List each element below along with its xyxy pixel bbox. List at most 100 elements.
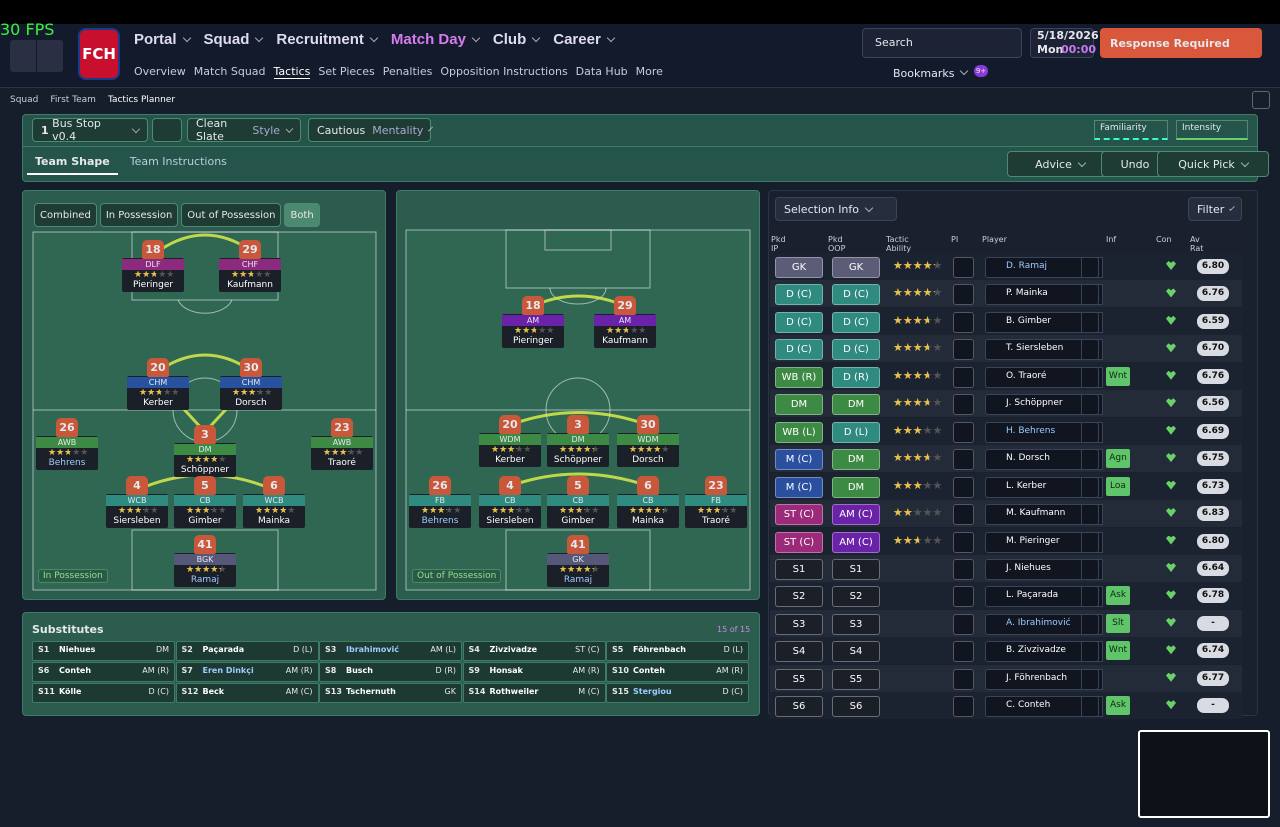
pkd-oop[interactable]: S2 — [832, 586, 880, 608]
player-dropdown[interactable] — [1081, 284, 1099, 306]
pkd-ip[interactable]: ST (C) — [775, 504, 823, 526]
player-select[interactable]: J. Schöppner — [985, 394, 1103, 416]
player-select[interactable]: L. Paçarada — [985, 586, 1103, 608]
club-logo[interactable]: FCH — [78, 28, 120, 80]
sub-row[interactable]: S3 Ibrahimović AM (L) — [319, 641, 462, 661]
table-row[interactable]: D (C) D (C) B. Gimber 6.59 — [770, 307, 1242, 335]
pkd-ip[interactable]: D (C) — [775, 284, 823, 306]
pkd-oop[interactable]: D (L) — [832, 421, 880, 443]
pi-button[interactable] — [953, 613, 974, 635]
player-dropdown[interactable] — [1081, 449, 1099, 471]
sub-row[interactable]: S8 Busch D (R) — [319, 662, 462, 682]
pkd-ip[interactable]: S3 — [775, 613, 823, 635]
tab[interactable]: Team Instructions — [129, 155, 227, 168]
pkd-oop[interactable]: D (C) — [832, 284, 880, 306]
player-dropdown[interactable] — [1081, 558, 1099, 580]
pkd-ip[interactable]: S1 — [775, 558, 823, 580]
table-row[interactable]: WB (L) D (L) H. Behrens 6.69 — [770, 417, 1242, 445]
player-dropdown[interactable] — [1081, 504, 1099, 526]
pkd-ip[interactable]: S4 — [775, 641, 823, 663]
table-row[interactable]: S6 S6 C. Conteh Ask - — [770, 692, 1242, 720]
sub-row[interactable]: S9 Honsak AM (R) — [462, 662, 606, 682]
pkd-oop[interactable]: S3 — [832, 613, 880, 635]
nav-item[interactable]: Career — [553, 31, 614, 48]
subnav-item[interactable]: Data Hub — [575, 65, 628, 78]
action-button[interactable]: Quick Pick — [1157, 151, 1269, 177]
player-dropdown[interactable] — [1081, 531, 1099, 553]
pkd-oop[interactable]: DM — [832, 449, 880, 471]
pi-button[interactable] — [953, 641, 974, 663]
table-row[interactable]: DM DM J. Schöppner 6.56 — [770, 390, 1242, 418]
player-chip[interactable]: 3DM Schöppner — [547, 415, 609, 467]
player-dropdown[interactable] — [1081, 421, 1099, 443]
table-row[interactable]: ST (C) AM (C) M. Pieringer 6.80 — [770, 527, 1242, 555]
player-dropdown[interactable] — [1081, 366, 1099, 388]
player-select[interactable]: N. Dorsch — [985, 449, 1103, 471]
player-select[interactable]: M. Kaufmann — [985, 504, 1103, 526]
pkd-oop[interactable]: D (R) — [832, 366, 880, 388]
pi-button[interactable] — [953, 586, 974, 608]
player-dropdown[interactable] — [1081, 613, 1099, 635]
pi-button[interactable] — [953, 421, 974, 443]
table-row[interactable]: S5 S5 J. Föhrenbach 6.77 — [770, 664, 1242, 692]
player-select[interactable]: P. Mainka — [985, 284, 1103, 306]
nav-item[interactable]: Match Day — [391, 31, 479, 48]
pkd-ip[interactable]: GK — [775, 257, 823, 278]
pkd-oop[interactable]: AM (C) — [832, 531, 880, 553]
shape-filter[interactable]: Out of Possession — [181, 203, 282, 227]
crumb[interactable]: Squad — [10, 95, 39, 105]
pi-button[interactable] — [953, 366, 974, 388]
player-select[interactable]: T. Siersleben — [985, 339, 1103, 361]
pkd-oop[interactable]: D (C) — [832, 339, 880, 361]
subnav-item[interactable]: Opposition Instructions — [440, 65, 568, 78]
subnav-item[interactable]: More — [635, 65, 663, 78]
mentality-select[interactable]: Cautious Mentality — [308, 118, 431, 142]
sub-row[interactable]: S1 Niehues DM — [32, 641, 175, 661]
subnav-item[interactable]: Tactics — [273, 65, 311, 79]
sub-row[interactable]: S4 Zivzivadze ST (C) — [462, 641, 606, 661]
player-dropdown[interactable] — [1081, 394, 1099, 416]
player-dropdown[interactable] — [1081, 339, 1099, 361]
shape-filter[interactable]: Combined — [34, 203, 97, 227]
player-chip[interactable]: 5CB Gimber — [174, 476, 236, 528]
sub-row[interactable]: S2 Paçarada D (L) — [175, 641, 319, 661]
pkd-ip[interactable]: S5 — [775, 668, 823, 690]
pkd-ip[interactable]: M (C) — [775, 449, 823, 471]
subnav-item[interactable]: Match Squad — [193, 65, 266, 78]
pkd-ip[interactable]: ST (C) — [775, 531, 823, 553]
pi-button[interactable] — [953, 668, 974, 690]
pi-button[interactable] — [953, 311, 974, 333]
player-select[interactable]: D. Ramaj — [985, 257, 1103, 278]
player-select[interactable]: H. Behrens — [985, 421, 1103, 443]
player-dropdown[interactable] — [1081, 476, 1099, 498]
sub-row[interactable]: S13 Tschernuth GK — [319, 683, 462, 703]
add-tactic[interactable] — [152, 118, 182, 142]
pkd-oop[interactable]: GK — [832, 257, 880, 278]
style-select[interactable]: Clean Slate Style — [187, 117, 301, 143]
pkd-oop[interactable]: S5 — [832, 668, 880, 690]
pi-button[interactable] — [953, 531, 974, 553]
forward-button[interactable] — [37, 40, 63, 72]
pi-button[interactable] — [953, 339, 974, 361]
pi-button[interactable] — [953, 696, 974, 718]
table-row[interactable]: D (C) D (C) P. Mainka 6.76 — [770, 280, 1242, 308]
player-dropdown[interactable] — [1081, 586, 1099, 608]
pi-button[interactable] — [953, 558, 974, 580]
pkd-ip[interactable]: D (C) — [775, 311, 823, 333]
alert-button[interactable]: Response Required — [1100, 28, 1262, 58]
search[interactable]: Search — [875, 36, 913, 49]
player-dropdown[interactable] — [1081, 311, 1099, 333]
pkd-ip[interactable]: S2 — [775, 586, 823, 608]
